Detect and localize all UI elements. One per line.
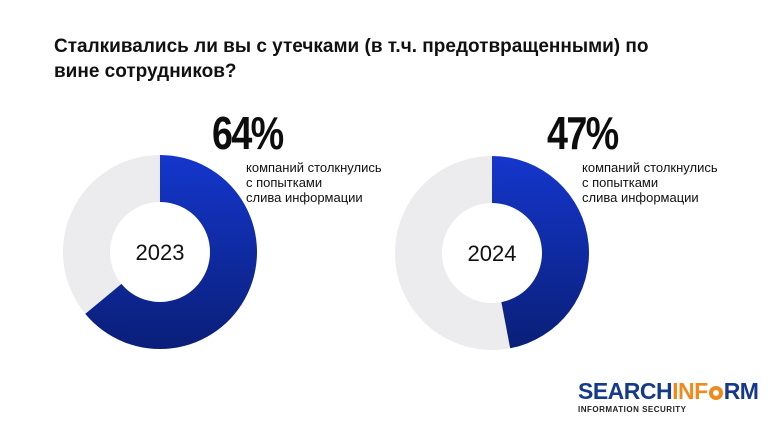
slice-remainder-2024	[394, 156, 511, 351]
logo-text-rm: RM	[723, 378, 759, 404]
logo-o-icon	[708, 386, 723, 400]
donut-2023: 2023	[62, 155, 257, 350]
slice-remainder-2023	[62, 155, 160, 314]
description-2023: компаний столкнулись с попытками слива и…	[246, 160, 426, 205]
value-label-2023: 64%	[212, 107, 284, 159]
description-line: компаний столкнулись	[582, 160, 718, 175]
description-line: с попытками	[582, 175, 659, 190]
description-line: слива информации	[582, 190, 699, 205]
value-label-2024: 47%	[547, 107, 619, 159]
logo-tagline: INFORMATION SECURITY	[578, 405, 687, 414]
description-line: компаний столкнулись	[246, 160, 382, 175]
year-label-2023: 2023	[136, 240, 185, 265]
searchinform-logo: SEARCHINF RM INFORMATION SECURITY	[578, 378, 759, 414]
slice-value-2023	[85, 155, 257, 350]
logo-text-inf: INF	[672, 378, 708, 404]
description-line: слива информации	[246, 190, 363, 205]
description-2024: компаний столкнулись с попытками слива и…	[582, 160, 762, 205]
chart-title: Сталкивались ли вы с утечками (в т.ч. пр…	[54, 36, 649, 82]
slice-value-2024	[492, 156, 589, 349]
donut-2024: 2024	[394, 156, 589, 351]
year-label-2024: 2024	[468, 241, 517, 266]
description-line: с попытками	[246, 175, 323, 190]
logo-text-search: SEARCH	[578, 378, 673, 404]
